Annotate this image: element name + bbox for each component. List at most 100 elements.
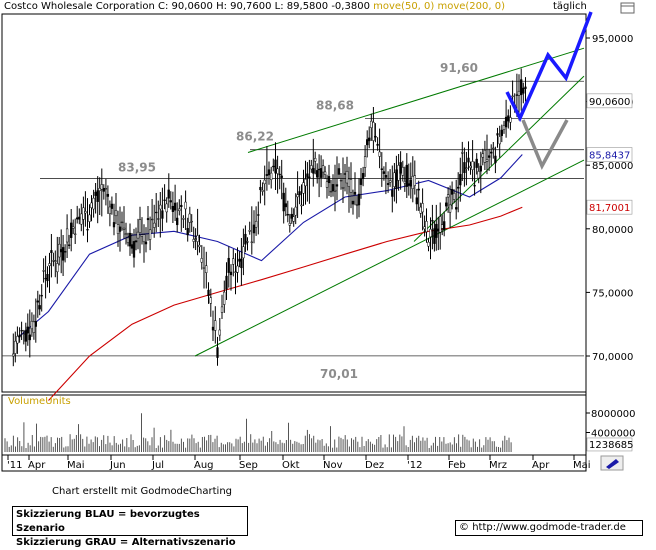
chart-credit: Chart erstellt mit GodmodeCharting	[52, 486, 232, 497]
volume-last-box	[586, 437, 633, 452]
price-candle	[314, 158, 317, 162]
price-candle	[270, 172, 273, 180]
x-tick-label: Nov	[323, 460, 343, 471]
level-label: 86,22	[236, 130, 274, 144]
price-candle	[437, 228, 440, 232]
price-candle	[380, 168, 383, 170]
price-candle	[194, 238, 197, 240]
price-candle	[116, 224, 120, 234]
price-candle	[481, 153, 484, 158]
price-candle	[316, 170, 319, 178]
price-candle	[76, 217, 79, 220]
price-candle	[186, 228, 189, 236]
period-label: täglich	[553, 1, 587, 12]
volume-tick-label: 4000000	[591, 429, 636, 440]
price-candle	[473, 185, 476, 187]
price-candle	[218, 329, 221, 336]
price-candle	[196, 235, 199, 242]
legend-grey: Skizzierung GRAU = Alternativszenario	[16, 537, 236, 548]
price-candle	[209, 297, 212, 304]
price-candle	[461, 152, 464, 154]
x-axis-ticks: '11 Apr Mai Jun Jul Aug Sep Okt Nov Dez '12 Feb Mrz A…	[7, 455, 591, 471]
price-candle	[386, 183, 390, 185]
price-candle	[86, 229, 89, 231]
price-candle	[423, 226, 426, 230]
source-url[interactable]: © http://www.godmode-trader.de	[455, 520, 643, 536]
price-candle	[459, 174, 462, 186]
price-candle	[331, 184, 335, 192]
price-candle	[492, 147, 495, 150]
price-candle	[274, 159, 277, 174]
x-tick-label: Okt	[282, 460, 300, 471]
price-candle	[155, 211, 158, 214]
price-candle	[445, 202, 448, 207]
volume-panel-frame	[1, 394, 587, 456]
level-label: 70,01	[320, 367, 358, 381]
price-tag-box	[586, 93, 633, 109]
price-candle	[504, 116, 508, 128]
price-candle	[353, 191, 357, 195]
price-candle	[94, 191, 97, 196]
price-candle	[28, 334, 31, 341]
price-candle	[431, 220, 434, 222]
price-candle	[409, 179, 412, 187]
price-candle	[257, 214, 260, 216]
x-tick-label: Mai	[573, 460, 591, 471]
price-candle	[479, 165, 482, 172]
trendline-upper	[247, 47, 585, 153]
volume-label: VolumeUnits	[8, 396, 71, 407]
price-candle	[112, 222, 116, 228]
price-candle	[220, 306, 224, 313]
price-candle	[284, 203, 287, 208]
price-candle	[494, 155, 497, 164]
pencil-icon[interactable]	[600, 455, 624, 471]
scenario-sketches	[505, 11, 593, 171]
url-text: http://www.godmode-trader.de	[472, 522, 626, 533]
price-candle	[351, 200, 355, 205]
price-candle	[417, 188, 420, 191]
volume-last-label: 1238685	[589, 440, 634, 451]
price-candle	[391, 190, 394, 197]
price-candle	[463, 162, 466, 173]
price-candle	[22, 333, 25, 335]
price-candle	[341, 187, 345, 189]
price-candle	[286, 214, 289, 216]
price-candle	[232, 258, 235, 265]
price-candle	[16, 336, 19, 344]
price-candle	[78, 216, 81, 220]
legend-blue: Skizzierung BLAU = bevorzugtes Szenario	[16, 509, 200, 534]
price-candle	[421, 203, 424, 213]
price-candle	[106, 193, 110, 197]
price-candle	[50, 250, 53, 253]
price-candle	[515, 94, 519, 96]
x-tick-label: Jun	[109, 460, 126, 471]
price-candle	[114, 210, 118, 217]
price-candle	[345, 170, 349, 184]
price-candle	[343, 173, 347, 175]
price-candle	[36, 300, 39, 303]
scenario-legend: Skizzierung BLAU = bevorzugtes Szenario …	[12, 506, 248, 548]
price-candle	[56, 263, 59, 273]
price-candle	[323, 171, 327, 175]
price-candle	[18, 334, 21, 338]
y-tick-label: 95,0000	[592, 34, 633, 45]
price-candle	[190, 220, 193, 223]
price-candle	[126, 237, 130, 243]
price-candle	[265, 174, 269, 176]
price-candle	[134, 240, 138, 243]
price-candle	[153, 222, 156, 228]
price-candle	[38, 305, 41, 310]
price-candle	[138, 219, 142, 233]
price-candle	[227, 257, 230, 273]
price-tag-label: 81,7001	[589, 203, 630, 214]
price-candle	[252, 224, 256, 234]
price-candle	[200, 258, 203, 263]
price-candle	[163, 199, 166, 201]
window-icon[interactable]	[620, 2, 635, 14]
price-candle	[477, 171, 480, 179]
price-candle	[509, 117, 512, 123]
price-candle	[443, 221, 446, 231]
price-candle	[507, 115, 510, 122]
price-candle	[452, 192, 456, 200]
